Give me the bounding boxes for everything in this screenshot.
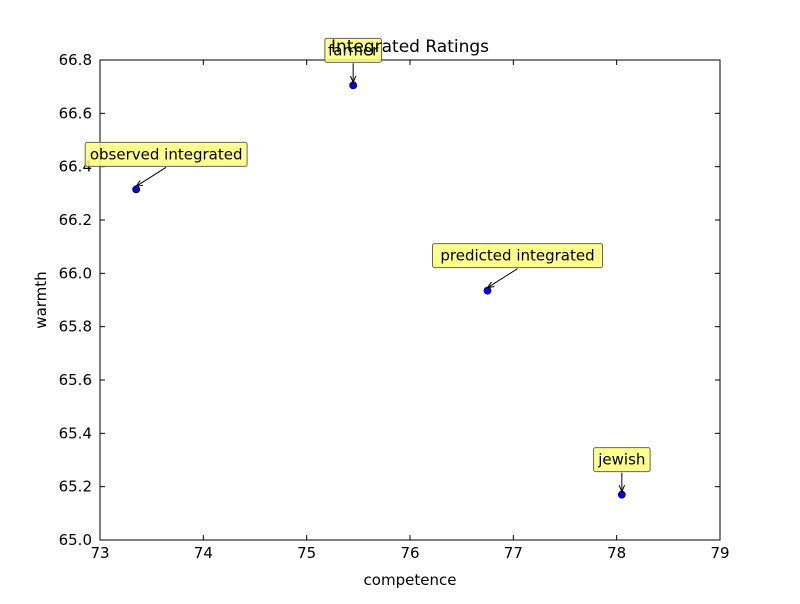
y-tick-label: 65.6 [59,371,92,389]
y-tick-label: 65.8 [59,318,92,336]
y-tick-label: 66.8 [59,51,92,69]
annotation-box [324,37,382,63]
x-tick-label: 77 [504,544,523,562]
annotation-arrowhead [618,485,626,493]
y-tick-label: 65.2 [59,478,92,496]
annotation-box [432,243,603,269]
plot-frame [99,59,721,541]
annotation-arrow [487,268,518,289]
x-axis-label: competence [364,571,457,589]
x-tick-label: 75 [297,544,316,562]
annotation-box [84,141,248,167]
annotation-label: farmer [328,41,379,59]
y-tick-label: 66.2 [59,211,92,229]
y-axis-label: warmth [32,271,50,328]
annotation-arrow [135,166,167,187]
data-point [132,185,141,194]
y-tick-label: 66.4 [59,158,92,176]
annotation-arrowhead [486,281,495,289]
data-point [483,286,492,295]
x-tick-label: 73 [90,544,109,562]
annotation-label: predicted integrated [440,247,594,265]
y-tick-label: 65.4 [59,424,92,442]
x-tick-label: 76 [400,544,419,562]
x-tick-label: 78 [607,544,626,562]
y-tick-label: 65.0 [59,531,92,549]
y-tick-label: 66.6 [59,104,92,122]
x-tick-label: 79 [710,544,729,562]
y-tick-label: 66.0 [59,264,92,282]
annotation-box [593,447,651,473]
x-tick-label: 74 [194,544,213,562]
annotation-arrowhead [349,75,357,84]
annotation-label: observed integrated [90,145,243,163]
annotation-label: jewish [597,451,645,469]
chart-title: Integrated Ratings [331,37,489,57]
annotation-arrowhead [135,180,144,188]
